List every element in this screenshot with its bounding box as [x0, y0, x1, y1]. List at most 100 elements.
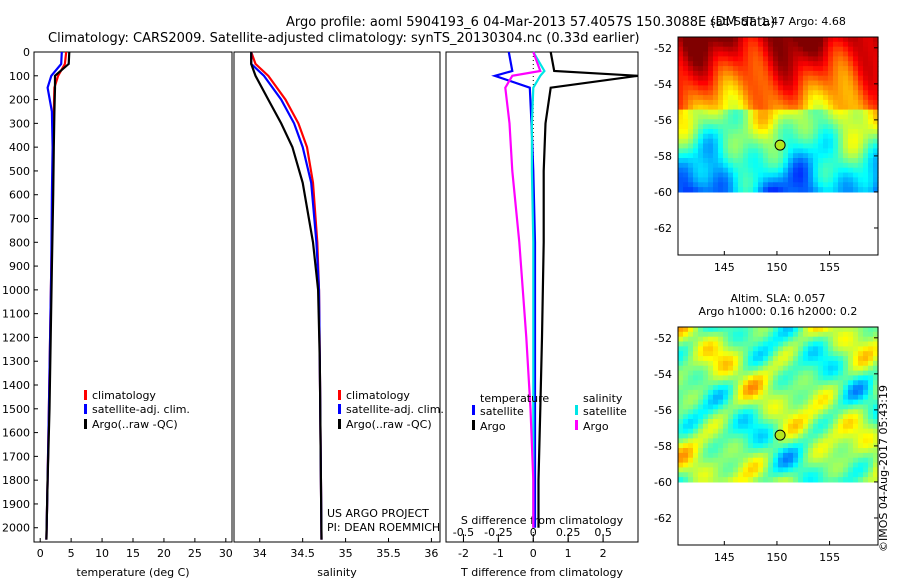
map-cell: [758, 375, 764, 381]
map-cell: [828, 375, 834, 381]
map-cell: [778, 46, 784, 53]
x-tick-label: 150: [766, 551, 787, 564]
map-cell: [683, 365, 689, 372]
map-cell: [873, 370, 879, 376]
map-cell: [853, 414, 859, 420]
map-cell: [713, 177, 719, 183]
map-cell: [853, 143, 859, 149]
map-cell: [813, 51, 819, 57]
map-cell: [793, 75, 799, 82]
map-cell: [718, 428, 724, 435]
map-cell: [768, 177, 774, 183]
map-cell: [788, 46, 794, 53]
map-cell: [718, 182, 724, 188]
map-cell: [838, 66, 844, 72]
map-cell: [858, 129, 864, 135]
map-cell: [733, 331, 739, 338]
map-cell: [753, 351, 759, 357]
map-cell: [788, 336, 794, 343]
map-cell: [723, 187, 729, 193]
map-cell: [728, 162, 734, 169]
map-cell: [788, 109, 794, 115]
map-cell: [738, 428, 744, 435]
map-cell: [703, 104, 709, 111]
map-cell: [703, 472, 709, 478]
map-cell: [743, 404, 749, 410]
map-cell: [818, 472, 824, 478]
map-cell: [788, 380, 794, 386]
map-cell: [758, 104, 764, 111]
map-cell: [798, 153, 804, 159]
map-cell: [858, 167, 864, 174]
map-cell: [783, 124, 789, 130]
map-cell: [703, 109, 709, 115]
map-cell: [778, 360, 784, 367]
map-cell: [688, 452, 694, 459]
map-cell: [803, 133, 809, 140]
map-cell: [773, 380, 779, 386]
map-cell: [743, 66, 749, 72]
map-cell: [793, 452, 799, 459]
map-cell: [848, 177, 854, 183]
map-cell: [733, 448, 739, 454]
map-cell: [693, 467, 699, 473]
map-frame: [677, 36, 879, 256]
map-cell: [763, 356, 769, 362]
temperature-profile-panel: 0100200300400500600700800900100011001200…: [2, 46, 233, 579]
map-cell: [678, 56, 684, 62]
map-cell: [773, 109, 779, 115]
map-cell: [723, 360, 729, 367]
map-cell: [713, 158, 719, 164]
map-cell: [773, 41, 779, 48]
map-cell: [873, 56, 879, 62]
map-cell: [803, 66, 809, 72]
map-cell: [723, 85, 729, 91]
map-cell: [708, 428, 714, 435]
map-cell: [793, 182, 799, 188]
map-cell: [838, 375, 844, 381]
map-cell: [818, 346, 824, 352]
map-cell: [678, 404, 684, 410]
map-cell: [763, 428, 769, 435]
map-cell: [823, 41, 829, 48]
map-cell: [788, 70, 794, 77]
map-cell: [723, 114, 729, 120]
map-cell: [868, 129, 874, 135]
map-cell: [793, 423, 799, 430]
map-cell: [828, 346, 834, 352]
map-cell: [848, 90, 854, 96]
map-cell: [723, 341, 729, 347]
map-cell: [723, 133, 729, 140]
map-cell: [853, 462, 859, 468]
map-cell: [733, 443, 739, 449]
map-cell: [873, 148, 879, 154]
map-cell: [863, 138, 869, 145]
map-cell: [833, 365, 839, 372]
map-cell: [833, 452, 839, 459]
map-cell: [768, 75, 774, 82]
map-cell: [873, 452, 879, 459]
map-cell: [723, 66, 729, 72]
map-cell: [848, 124, 854, 130]
map-cell: [788, 187, 794, 193]
map-cell: [798, 85, 804, 91]
map-cell: [773, 95, 779, 101]
map-cell: [718, 346, 724, 352]
map-cell: [768, 443, 774, 449]
map-cell: [873, 327, 879, 333]
map-cell: [693, 433, 699, 439]
map-cell: [833, 404, 839, 410]
map-cell: [768, 99, 774, 106]
map-cell: [823, 182, 829, 188]
map-cell: [773, 99, 779, 106]
map-cell: [803, 423, 809, 430]
map-cell: [853, 119, 859, 125]
map-cell: [728, 457, 734, 464]
map-cell: [833, 187, 839, 193]
map-cell: [753, 95, 759, 101]
map-cell: [823, 85, 829, 91]
map-cell: [843, 360, 849, 367]
x-tick-label: 15: [126, 547, 140, 560]
map-cell: [698, 143, 704, 149]
map-cell: [773, 80, 779, 86]
